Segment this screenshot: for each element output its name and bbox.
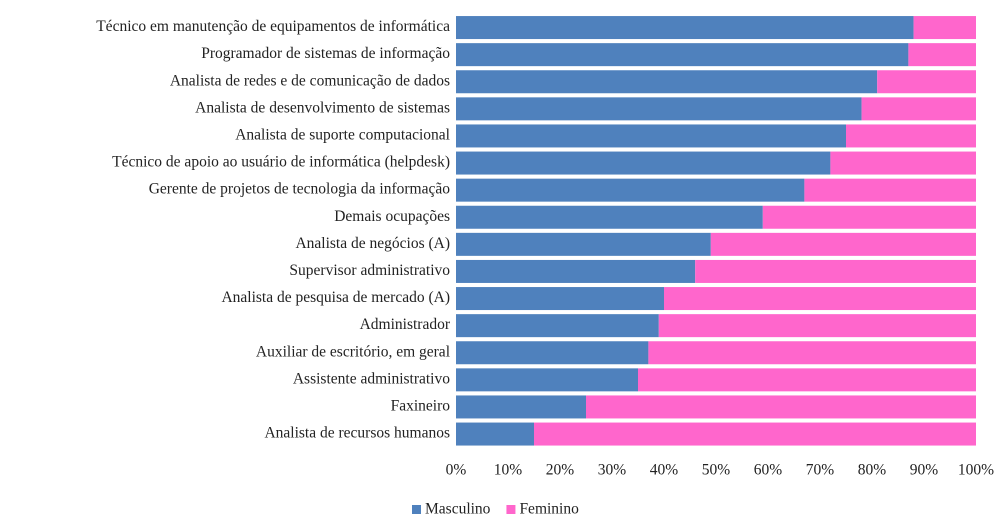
y-tick-label: Analista de negócios (A) — [295, 235, 450, 252]
bar-segment — [456, 395, 586, 419]
x-tick-label: 90% — [910, 462, 939, 479]
bar-segment — [877, 70, 976, 94]
x-tick-label: 40% — [650, 462, 679, 479]
legend-swatch — [506, 505, 516, 514]
x-tick-label: 80% — [858, 462, 887, 479]
bar-segment — [830, 151, 976, 175]
bar-segment — [456, 314, 659, 338]
x-tick-label: 0% — [446, 462, 467, 479]
bar-segment — [762, 205, 976, 229]
bar-segment — [648, 341, 976, 365]
bar-segment — [804, 178, 976, 202]
bar-segment — [456, 124, 846, 148]
y-tick-label: Programador de sistemas de informação — [201, 45, 450, 62]
legend-label: Masculino — [425, 501, 491, 517]
y-tick-label: Gerente de projetos de tecnologia da inf… — [149, 181, 451, 198]
x-tick-label: 100% — [958, 462, 994, 479]
x-tick-label: 50% — [702, 462, 731, 479]
bar-segment — [456, 205, 763, 229]
bar-segment — [456, 97, 862, 121]
y-tick-label: Analista de suporte computacional — [235, 127, 450, 144]
bar-segment — [456, 70, 878, 94]
y-tick-label: Administrador — [360, 316, 451, 333]
bar-segment — [846, 124, 976, 148]
x-tick-label: 10% — [494, 462, 523, 479]
legend-swatch — [412, 505, 421, 514]
bar-segment — [534, 422, 976, 446]
bar-segment — [456, 287, 664, 311]
bar-segment — [913, 16, 976, 40]
bar-segment — [695, 259, 976, 283]
bar-segment — [456, 178, 805, 202]
bar-segment — [456, 43, 909, 67]
bar-segment — [456, 368, 638, 392]
y-tick-label: Demais ocupações — [334, 208, 450, 225]
bar-segment — [456, 341, 649, 365]
bar-segment — [456, 422, 534, 446]
y-tick-label: Faxineiro — [391, 398, 451, 415]
bar-segment — [710, 232, 976, 256]
legend-label: Feminino — [519, 501, 579, 517]
bar-segment — [456, 16, 914, 40]
y-tick-label: Supervisor administrativo — [289, 262, 450, 279]
x-tick-label: 30% — [598, 462, 627, 479]
bar-segment — [638, 368, 976, 392]
bar-segment — [586, 395, 976, 419]
x-tick-label: 20% — [546, 462, 575, 479]
bar-segment — [456, 259, 696, 283]
y-tick-label: Técnico de apoio ao usuário de informáti… — [112, 154, 450, 171]
y-tick-label: Assistente administrativo — [293, 370, 450, 387]
y-tick-label: Técnico em manutenção de equipamentos de… — [96, 18, 450, 35]
y-tick-label: Analista de recursos humanos — [264, 425, 450, 442]
x-tick-label: 70% — [806, 462, 835, 479]
y-tick-label: Analista de pesquisa de mercado (A) — [221, 289, 450, 306]
y-tick-label: Analista de desenvolvimento de sistemas — [195, 99, 450, 116]
bar-segment — [658, 314, 976, 338]
bar-segment — [664, 287, 976, 311]
y-tick-label: Auxiliar de escritório, em geral — [256, 343, 450, 360]
bar-segment — [456, 232, 711, 256]
y-tick-label: Analista de redes e de comunicação de da… — [170, 72, 450, 89]
bar-segment — [908, 43, 976, 67]
bar-segment — [456, 151, 831, 175]
x-tick-label: 60% — [754, 462, 783, 479]
bar-segment — [861, 97, 976, 121]
